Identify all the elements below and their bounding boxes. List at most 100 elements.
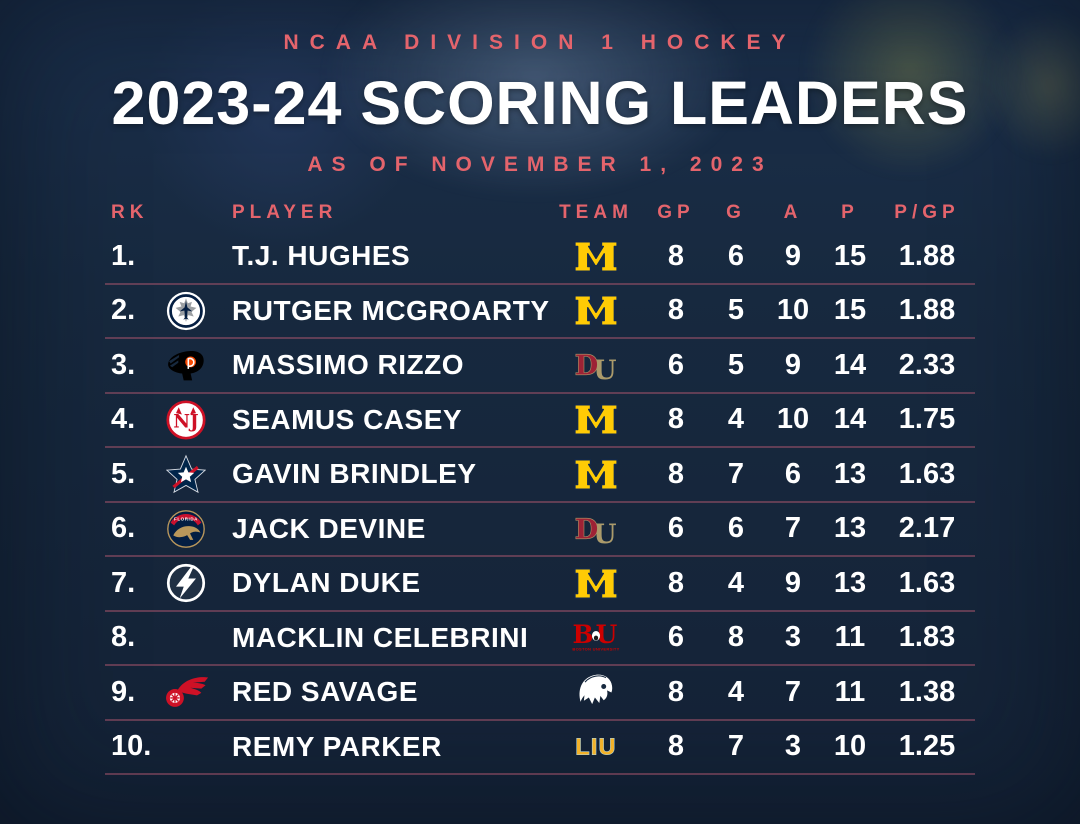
player-name: DYLAN DUKE	[232, 567, 421, 599]
nhl-logo-cell	[155, 563, 217, 603]
michigan-state-logo	[574, 670, 618, 714]
stat-gp: 8	[667, 457, 685, 490]
table-header-row: RK PLAYER TEAM GP G A P P/GP	[105, 196, 975, 230]
table-row: 2. RUTGER MCGROARTY 8 5 10 15 1.88	[105, 285, 975, 339]
team-logo-cell	[547, 240, 645, 273]
rank-label: 8.	[111, 621, 136, 654]
stat-p: 11	[834, 621, 866, 654]
columbus-blue-jackets-icon	[166, 454, 206, 494]
stat-g: 4	[727, 675, 745, 708]
stat-gp: 8	[667, 566, 685, 599]
stat-g: 6	[727, 512, 745, 545]
player-name: RUTGER MCGROARTY	[232, 294, 550, 326]
scoring-leaders-table: RK PLAYER TEAM GP G A P P/GP 1. T.J. HUG…	[105, 196, 975, 775]
nhl-logo-cell	[155, 345, 217, 385]
rank-label: 3.	[111, 348, 136, 381]
detroit-red-wings-icon	[162, 675, 210, 709]
stat-p: 11	[834, 675, 866, 708]
page-title: 2023-24 SCORING LEADERS	[111, 69, 969, 137]
table-row: 4. SEAMUS CASEY 8 4 10 14 1.75	[105, 394, 975, 448]
michigan-logo	[573, 458, 619, 491]
stat-p: 13	[833, 512, 867, 545]
team-logo-cell	[547, 567, 645, 600]
philadelphia-flyers-icon	[166, 345, 206, 385]
stat-a: 10	[776, 294, 810, 327]
stat-gp: 8	[667, 239, 685, 272]
stat-p: 13	[833, 457, 867, 490]
team-logo-cell	[547, 294, 645, 327]
rank-label: 4.	[111, 403, 136, 436]
nhl-logo-cell	[155, 454, 217, 494]
col-header-g: G	[726, 202, 746, 223]
stat-p: 15	[833, 294, 867, 327]
player-name: MACKLIN CELEBRINI	[232, 621, 529, 653]
table-row: 3. MASSIMO RIZZO 6 5 9 14 2.33	[105, 339, 975, 394]
col-header-pgp: P/GP	[894, 202, 960, 223]
stat-p: 15	[833, 239, 867, 272]
table-row: 5. GAVIN BRINDLEY 8 7 6 13 1.63	[105, 448, 975, 503]
new-jersey-devils-icon	[166, 400, 206, 440]
stat-a: 7	[784, 675, 802, 708]
stat-pgp: 2.33	[898, 348, 956, 381]
stat-pgp: 1.63	[898, 457, 956, 490]
table-row: 8. MACKLIN CELEBRINI 6 8 3 11 1.83	[105, 612, 975, 666]
table-row: 7. DYLAN DUKE 8 4 9 13 1.63	[105, 557, 975, 612]
stat-pgp: 1.63	[898, 566, 956, 599]
team-logo-cell	[547, 345, 645, 385]
stat-pgp: 1.75	[898, 403, 956, 436]
denver-logo	[572, 509, 620, 549]
player-name: SEAMUS CASEY	[232, 403, 463, 435]
player-name: T.J. HUGHES	[232, 240, 411, 272]
stat-g: 7	[727, 457, 745, 490]
kicker-text: NCAA DIVISION 1 HOCKEY	[283, 31, 797, 54]
stat-pgp: 1.88	[898, 294, 956, 327]
team-logo-cell	[547, 403, 645, 436]
stat-gp: 8	[667, 730, 685, 763]
winnipeg-jets-icon	[166, 291, 206, 331]
nhl-logo-cell	[155, 400, 217, 440]
rank-label: 10.	[111, 730, 152, 763]
stat-g: 7	[727, 730, 745, 763]
stat-p: 10	[833, 730, 867, 763]
col-header-a: A	[783, 202, 803, 223]
table-row: 10. REMY PARKER 8 7 3 10 1.25	[105, 721, 975, 775]
col-header-player: PLAYER	[232, 202, 338, 223]
stat-a: 10	[776, 403, 810, 436]
rank-label: 9.	[111, 675, 136, 708]
rank-label: 1.	[111, 239, 136, 272]
nhl-logo-cell	[155, 675, 217, 709]
rank-label: 7.	[111, 566, 136, 599]
stat-p: 14	[833, 348, 867, 381]
stat-g: 5	[727, 294, 745, 327]
player-name: JACK DEVINE	[232, 512, 426, 544]
rank-label: 2.	[111, 294, 136, 327]
stat-g: 4	[727, 403, 745, 436]
stat-a: 9	[784, 348, 802, 381]
col-header-team: TEAM	[559, 202, 633, 223]
rank-label: 6.	[111, 512, 136, 545]
col-header-rk: RK	[111, 202, 149, 223]
header: NCAA DIVISION 1 HOCKEY 2023-24 SCORING L…	[0, 0, 1080, 177]
team-logo-cell	[547, 670, 645, 714]
boston-university-logo	[569, 618, 623, 658]
stat-gp: 8	[667, 403, 685, 436]
table-row: 6. JACK DEVINE 6 6 7 13 2.17	[105, 503, 975, 557]
player-name: MASSIMO RIZZO	[232, 349, 465, 381]
stat-pgp: 1.25	[898, 730, 956, 763]
michigan-logo	[573, 240, 619, 273]
nhl-logo-cell	[155, 291, 217, 331]
stat-p: 13	[833, 566, 867, 599]
stat-g: 8	[727, 621, 745, 654]
stat-gp: 6	[667, 348, 685, 381]
stat-pgp: 1.38	[898, 675, 956, 708]
michigan-logo	[573, 294, 619, 327]
stat-gp: 8	[667, 675, 685, 708]
liu-logo	[567, 732, 625, 762]
tampa-bay-lightning-icon	[166, 563, 206, 603]
stat-a: 7	[784, 512, 802, 545]
team-logo-cell	[547, 732, 645, 762]
stat-a: 3	[784, 621, 802, 654]
stat-pgp: 1.88	[898, 239, 956, 272]
stat-a: 9	[784, 566, 802, 599]
stat-pgp: 1.83	[898, 621, 956, 654]
